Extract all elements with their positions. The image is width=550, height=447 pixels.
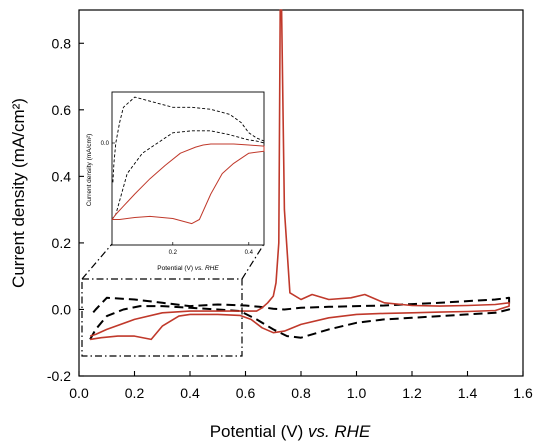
inset-y-axis-title: Current density (mA/cm²) [86, 134, 93, 207]
zoom-box [81, 278, 243, 357]
series-line-dashed [89, 296, 511, 340]
x-tick-label: 0.2 [169, 250, 178, 256]
y-tick-label: -0.2 [47, 368, 71, 384]
y-tick-label: 0.8 [52, 35, 72, 51]
inset-axis-ticks: 0.2 0.4 0.0 [101, 141, 254, 256]
inset-x-axis-title: Potential (V) vs. RHE [157, 265, 219, 272]
y-tick-label: 0.6 [52, 102, 72, 118]
y-tick-label: 0.2 [52, 235, 72, 251]
zoom-guide-line-right [241, 243, 265, 280]
x-tick-label: 1.0 [347, 385, 367, 401]
zoom-guide-line-top [81, 243, 113, 280]
x-tick-label: 1.6 [513, 385, 533, 401]
x-tick-label: 1.2 [402, 385, 422, 401]
y-axis-title: Current density (mA/cm²) [9, 98, 28, 288]
inset-background [112, 92, 264, 245]
x-axis-title: Potential (V) vs. RHE [210, 422, 371, 441]
series-line-dashed [111, 96, 265, 220]
series-line-solid [111, 143, 265, 225]
inset-frame [111, 91, 265, 246]
x-tick-label: 0.0 [69, 385, 89, 401]
inset-series-group [111, 96, 265, 225]
x-tick-label: 1.4 [458, 385, 478, 401]
axis-ticks: 0.0 0.2 0.4 0.6 0.8 1.0 1.2 1.4 1.6-0.20.00.20.4… [47, 35, 533, 401]
series-line-solid [89, 9, 510, 341]
series-group [89, 9, 511, 341]
x-tick-label: 0.4 [180, 385, 200, 401]
x-tick-label: 0.8 [291, 385, 311, 401]
y-tick-label: 0.0 [101, 141, 110, 147]
x-tick-label: 0.2 [125, 385, 145, 401]
x-tick-label: 0.4 [245, 250, 254, 256]
y-tick-label: 0.4 [52, 168, 72, 184]
y-tick-label: 0.0 [52, 301, 72, 317]
x-tick-label: 0.6 [236, 385, 256, 401]
